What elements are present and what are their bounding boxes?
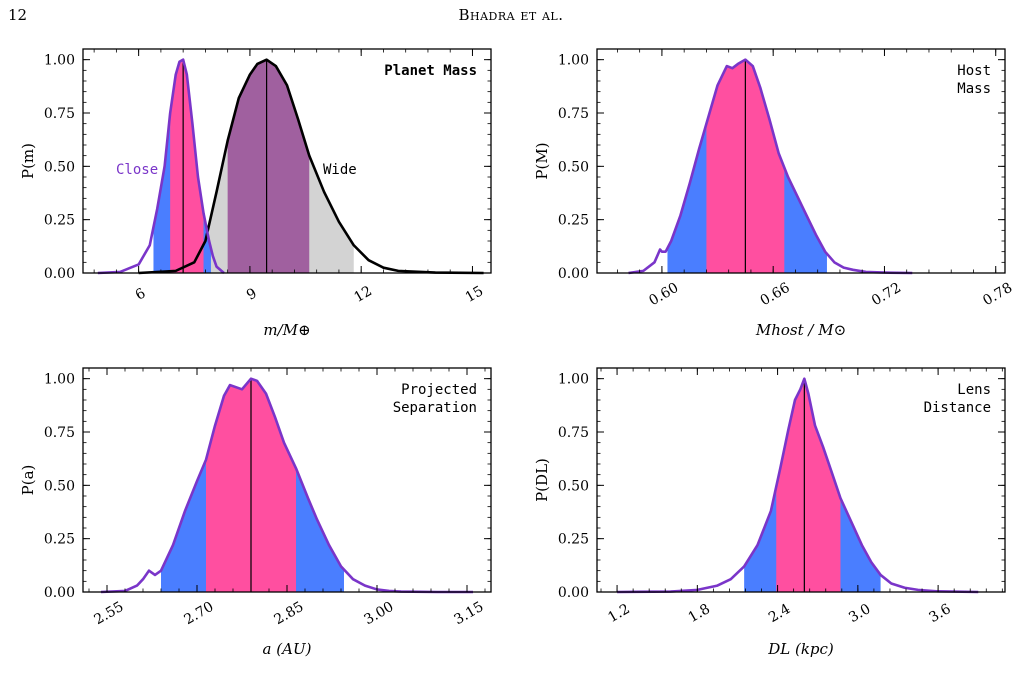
x-tick-label: 0.60: [646, 280, 681, 309]
y-tick-label: 0.75: [558, 106, 589, 122]
panel-title: Distance: [924, 400, 991, 416]
x-tick-label: 1.8: [686, 601, 713, 626]
wide-curve: [138, 58, 484, 275]
y-tick-label: 0.25: [558, 213, 589, 229]
y-tick-label: 0.00: [44, 585, 75, 601]
y-tick-label: 0.00: [558, 585, 589, 601]
chart-panel-4: 0.00 0.25 0.50 0.75 1.00 1.2 1.8 2.4 3.0 3.6 Lens D…: [533, 367, 1006, 658]
running-head: Bhadra et al.: [458, 6, 564, 24]
x-tick-label: 0.78: [980, 280, 1015, 309]
x-tick-label: 2.55: [92, 599, 127, 628]
axes-frame: [596, 367, 1006, 593]
y-tick-label: 0.50: [44, 159, 75, 175]
panel-title: Host: [957, 63, 991, 79]
x-axis-label: DL (kpc): [767, 640, 834, 658]
wide-ci68-band: [227, 60, 310, 274]
close-ci68-band: [170, 59, 204, 273]
y-tick-label: 0.75: [558, 425, 589, 441]
posterior-curve: [617, 377, 979, 594]
y-tick-label: 0.25: [44, 532, 75, 548]
y-tick-label: 1.00: [44, 53, 75, 69]
x-tick-label: 2.70: [182, 599, 217, 628]
x-tick-label: 1.2: [605, 601, 632, 626]
x-tick-label: 15: [463, 283, 486, 306]
y-tick-label: 0.75: [44, 106, 75, 122]
x-tick-label: 9: [244, 285, 260, 303]
y-tick-label: 0.25: [558, 532, 589, 548]
close-label: Close: [116, 162, 158, 178]
y-tick-label: 1.00: [44, 372, 75, 388]
y-tick-label: 1.00: [558, 372, 589, 388]
x-axis-label: m/M⊕: [263, 321, 310, 339]
y-tick-label: 1.00: [558, 53, 589, 69]
x-tick-label: 2.85: [272, 599, 307, 628]
y-tick-label: 0.50: [44, 478, 75, 494]
y-axis-label: P(m): [19, 143, 37, 179]
y-axis-label: P(M): [533, 142, 551, 179]
ci68-band: [776, 379, 841, 592]
y-tick-label: 0.75: [44, 425, 75, 441]
y-axis-label: P(a): [19, 465, 37, 496]
chart-panel-3: 0.00 0.25 0.50 0.75 1.00 2.55 2.70 2.85 3.00 3.15…: [19, 367, 492, 658]
page-number: 12: [8, 6, 28, 24]
axes-frame: [82, 48, 492, 274]
y-axis-label: P(DL): [533, 458, 551, 502]
y-tick-label: 0.50: [558, 478, 589, 494]
chart-panel-2: 0.00 0.25 0.50 0.75 1.00 0.60 0.66 0.72 0.78 Host…: [533, 48, 1015, 339]
panel-title: Projected: [401, 382, 477, 398]
y-tick-label: 0.50: [558, 159, 589, 175]
x-tick-label: 6: [133, 285, 149, 303]
x-tick-label: 2.4: [766, 601, 793, 626]
chart-panel-1: Close Wide 0.00 0.25 0.50 0.75 1.00 6 9 12 15 Plane…: [19, 48, 492, 339]
posterior-curve: [100, 377, 473, 594]
page-header: 12 Bhadra et al.: [0, 0, 1022, 28]
x-tick-label: 3.15: [452, 599, 487, 628]
y-tick-label: 0.00: [44, 266, 75, 282]
panel-title: Mass: [957, 81, 991, 97]
x-tick-label: 0.66: [758, 280, 793, 309]
x-tick-label: 3.00: [362, 599, 397, 628]
y-tick-label: 0.00: [558, 266, 589, 282]
wide-label: Wide: [323, 162, 357, 178]
panel-title: Lens: [957, 382, 991, 398]
x-axis-label: Mhost / M⊙: [755, 321, 846, 339]
panel-title: Planet Mass: [384, 63, 477, 79]
posterior-curve: [628, 58, 913, 275]
axes-frame: [596, 48, 1006, 274]
y-tick-label: 0.25: [44, 213, 75, 229]
x-tick-label: 3.0: [846, 601, 873, 626]
x-tick-label: 12: [351, 283, 374, 306]
x-axis-label: a (AU): [263, 640, 312, 658]
x-tick-label: 3.6: [926, 601, 953, 626]
close-curve: [97, 58, 225, 275]
x-tick-label: 0.72: [869, 280, 904, 309]
panel-title: Separation: [393, 400, 477, 416]
